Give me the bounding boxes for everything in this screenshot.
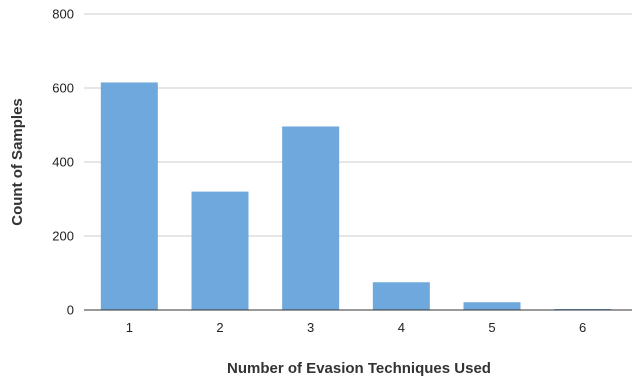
gridlines [84,13,632,237]
y-axis-title: Count of Samples [9,98,26,226]
y-tick-label: 0 [67,303,74,318]
bar-4 [372,282,430,310]
bar-5 [463,302,521,310]
y-tick-label: 600 [52,81,74,96]
x-tick-label: 4 [398,320,405,335]
x-tick-label: 6 [579,320,586,335]
y-tick-label: 400 [52,155,74,170]
y-tick-label: 800 [52,7,74,22]
y-axis-tick-labels: 0 200 400 600 800 [52,7,74,318]
x-axis-tick-labels: 1 2 3 4 5 6 [126,320,587,335]
y-tick-label: 200 [52,229,74,244]
x-tick-label: 2 [216,320,223,335]
bar-2 [191,191,249,310]
x-tick-label: 3 [307,320,314,335]
bar-3 [282,126,340,310]
x-tick-label: 5 [488,320,495,335]
bars [100,82,612,310]
x-tick-label: 1 [126,320,133,335]
bar-1 [100,82,158,310]
x-axis-title: Number of Evasion Techniques Used [227,360,491,377]
